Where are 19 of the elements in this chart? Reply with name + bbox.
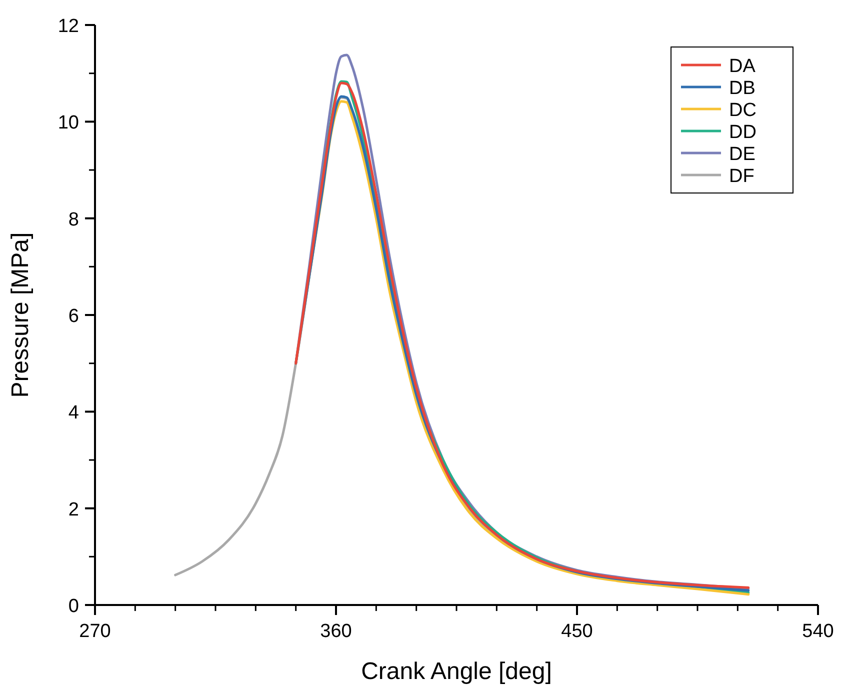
x-tick-label: 450 [561, 621, 593, 642]
y-tick-label: 4 [68, 402, 80, 424]
legend-label: DE [729, 144, 756, 165]
y-tick-label: 10 [58, 112, 79, 134]
y-tick-label: 2 [68, 499, 79, 520]
legend-label: DD [729, 122, 756, 143]
y-tick-label: 8 [68, 209, 79, 230]
x-tick-label: 270 [79, 621, 111, 642]
y-axis-title: Pressure [MPa] [7, 232, 34, 398]
x-axis-title: Crank Angle [deg] [361, 658, 552, 685]
y-tick-label: 12 [58, 16, 79, 37]
legend-label: DB [729, 78, 756, 99]
legend-label: DF [729, 166, 754, 187]
x-tick-label: 360 [320, 621, 352, 642]
y-tick-label: 6 [68, 306, 79, 327]
x-tick-label: 540 [802, 621, 834, 642]
y-tick-label: 0 [68, 596, 79, 617]
legend-label: DA [729, 56, 756, 77]
legend-label: DC [729, 100, 756, 121]
